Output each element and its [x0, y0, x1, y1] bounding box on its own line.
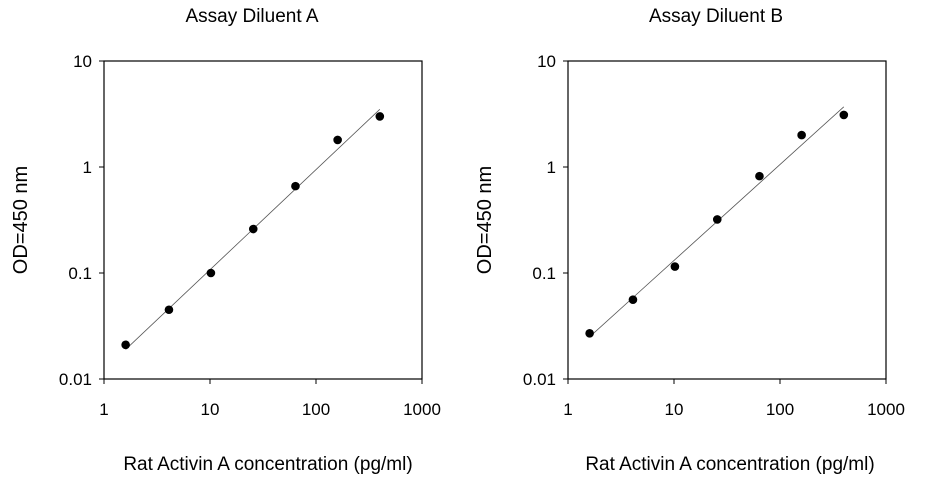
y-tick-label: 1	[83, 158, 92, 177]
data-point	[248, 224, 258, 234]
x-tick-label: 1000	[403, 400, 441, 419]
x-tick-label: 10	[201, 400, 220, 419]
data-point	[375, 112, 385, 121]
axis-ticks: 1 10 100 1000 0.01 0.1 1 10	[523, 52, 905, 419]
data-point	[585, 328, 594, 338]
x-tick-label: 100	[766, 400, 794, 419]
x-tick-label: 1	[99, 400, 108, 419]
y-tick-label: 1	[547, 158, 556, 177]
axis-ticks: 1 10 100 1000 0.01 0.1 1 10	[59, 52, 441, 419]
y-tick-label: 10	[537, 52, 556, 71]
y-tick-label: 0.01	[59, 370, 92, 389]
y-axis-label: OD=450 nm	[10, 166, 32, 274]
y-tick-label: 10	[73, 52, 92, 71]
y-tick-label: 0.01	[523, 370, 556, 389]
chart-title: Assay Diluent A	[185, 6, 318, 27]
data-point	[755, 171, 764, 181]
data-point	[712, 215, 722, 224]
chart-panel-diluent-a: Assay Diluent A OD=450 nm Rat Activin A …	[10, 6, 441, 475]
data-point	[291, 181, 300, 191]
plot-frame	[567, 60, 887, 380]
y-tick-label: 0.1	[532, 264, 556, 283]
chart-panel-diluent-b: Assay Diluent B OD=450 nm Rat Activin A …	[474, 6, 905, 475]
data-marks	[121, 109, 385, 350]
chart-title: Assay Diluent B	[649, 6, 783, 27]
data-marks	[585, 106, 849, 338]
x-tick-label: 1000	[867, 400, 905, 419]
y-tick-label: 0.1	[68, 264, 92, 283]
x-axis-label: Rat Activin A concentration (pg/ml)	[123, 454, 412, 475]
data-point	[670, 262, 680, 271]
x-axis-label: Rat Activin A concentration (pg/ml)	[585, 454, 874, 475]
x-tick-label: 10	[665, 400, 684, 419]
data-point	[333, 135, 342, 145]
x-tick-label: 100	[302, 400, 330, 419]
y-axis-label: OD=450 nm	[474, 166, 496, 274]
plot-frame	[103, 60, 423, 380]
data-point	[121, 340, 130, 350]
data-point	[206, 268, 216, 278]
x-tick-label: 1	[563, 400, 572, 419]
data-point	[628, 295, 638, 304]
data-point	[164, 305, 174, 315]
data-point	[797, 130, 806, 140]
data-point	[839, 110, 849, 120]
